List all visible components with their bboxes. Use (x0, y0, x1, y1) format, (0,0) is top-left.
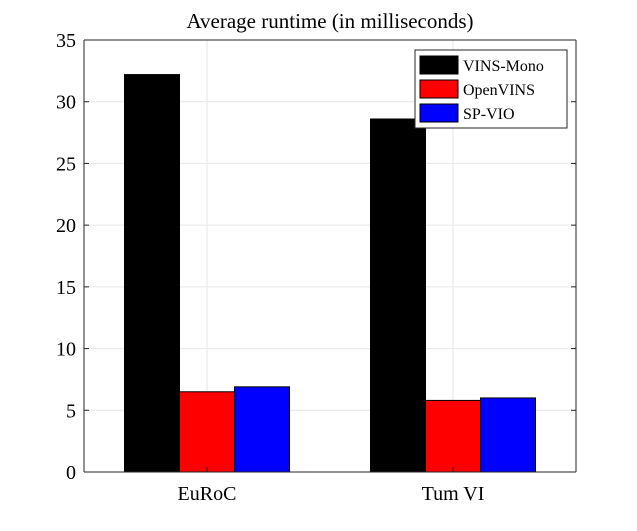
y-tick-label: 30 (56, 92, 76, 114)
bars (124, 74, 536, 473)
y-tick-label: 20 (56, 215, 76, 237)
bar-openvins-euroc (179, 391, 235, 473)
legend-swatch (419, 79, 459, 99)
legend-swatch (419, 103, 459, 123)
x-tick-label: Tum VI (422, 483, 485, 505)
y-tick-label: 15 (56, 277, 76, 299)
legend-label: OpenVINS (463, 82, 535, 99)
bar-sp-vio-euroc (234, 386, 290, 473)
axes: 0 5 10 15 20 25 30 35 EuRoC Tum VI (56, 30, 577, 505)
y-tick-label: 25 (56, 153, 76, 175)
bar-vins-mono-euroc (124, 74, 180, 473)
y-tick-label: 0 (66, 462, 76, 484)
x-tick-label: EuRoC (178, 483, 237, 505)
bar-sp-vio-tum-vi (480, 397, 536, 473)
legend-swatch (419, 55, 459, 75)
y-tick-label: 10 (56, 339, 76, 361)
legend-label: SP-VIO (463, 106, 515, 123)
y-tick-label: 5 (66, 400, 76, 422)
bar-openvins-tum-vi (425, 399, 481, 473)
chart-title: Average runtime (in milliseconds) (186, 9, 473, 33)
legend: VINS-Mono OpenVINS SP-VIO (414, 49, 568, 129)
legend-label: VINS-Mono (463, 58, 544, 75)
y-tick-label: 35 (56, 30, 76, 52)
bar-vins-mono-tum-vi (370, 118, 426, 473)
